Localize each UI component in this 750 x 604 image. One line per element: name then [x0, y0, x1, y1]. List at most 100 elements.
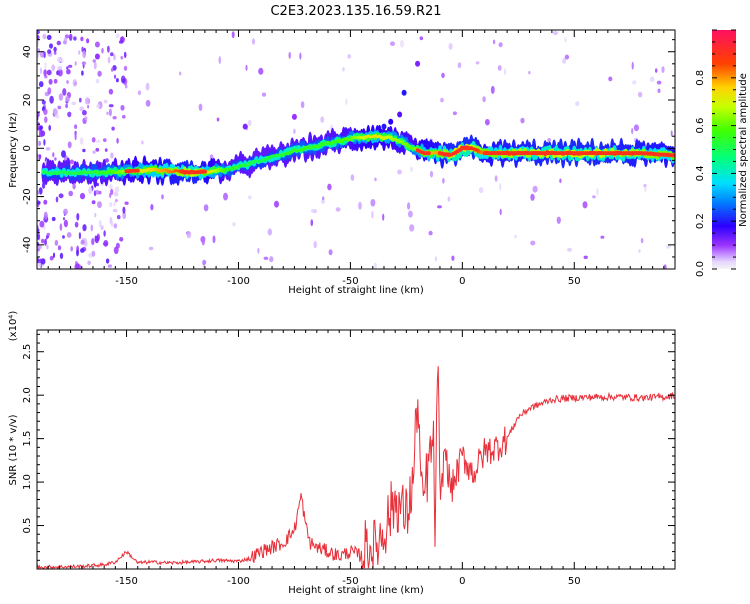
noise-speck	[43, 69, 47, 77]
noise-speck	[59, 252, 64, 259]
noise-speck	[137, 90, 141, 96]
noise-speck	[401, 89, 407, 96]
ridge-cell	[404, 142, 409, 146]
noise-speck	[440, 97, 444, 103]
noise-speck	[665, 244, 671, 249]
noise-speck	[97, 70, 102, 77]
noise-speck	[79, 106, 84, 112]
noise-speck	[95, 147, 100, 152]
noise-speck	[40, 67, 42, 75]
noise-speck	[87, 260, 91, 265]
noise-speck	[93, 190, 97, 197]
noise-speck	[79, 97, 82, 103]
spectrogram-x-tick-label: -50	[342, 276, 358, 287]
noise-speck	[112, 208, 118, 213]
noise-speck	[320, 116, 325, 123]
noise-speck	[202, 259, 207, 266]
noise-speck	[261, 92, 267, 97]
noise-speck	[95, 78, 100, 84]
noise-speck	[76, 249, 79, 257]
noise-speck	[335, 207, 341, 212]
noise-speck	[494, 175, 498, 182]
noise-speck	[442, 177, 445, 184]
noise-speck	[562, 58, 566, 64]
noise-speck	[400, 39, 404, 48]
noise-speck	[251, 38, 256, 45]
spectrogram-y-tick-label: -20	[22, 188, 33, 204]
noise-speck	[68, 190, 73, 197]
colorbar-tick-label: 0.2	[695, 213, 706, 229]
noise-speck	[104, 158, 109, 163]
noise-speck	[91, 137, 96, 143]
noise-speck	[90, 224, 94, 232]
spectrogram-ridge	[41, 124, 675, 188]
noise-speck	[81, 70, 84, 76]
noise-speck	[85, 97, 90, 105]
noise-speck	[656, 80, 662, 85]
ridge-core	[202, 169, 207, 174]
noise-speck	[655, 68, 658, 73]
noise-speck	[91, 250, 96, 257]
noise-speck	[567, 247, 572, 252]
noise-speck	[113, 54, 116, 61]
noise-speck	[110, 52, 114, 57]
noise-speck	[150, 204, 154, 211]
noise-speck	[67, 141, 72, 149]
noise-speck	[258, 67, 264, 75]
noise-speck	[107, 264, 112, 268]
spectrogram-noise	[37, 30, 673, 269]
noise-speck	[293, 128, 296, 134]
noise-speck	[428, 230, 433, 236]
colorbar-axis: 0.0 0.2 0.4 0.6 0.8	[695, 29, 736, 277]
noise-speck	[274, 200, 279, 208]
noise-speck	[82, 224, 87, 232]
noise-speck	[91, 200, 96, 205]
noise-speck	[582, 201, 588, 209]
noise-speck	[107, 56, 111, 64]
noise-speck	[52, 152, 55, 158]
noise-speck	[145, 82, 150, 91]
noise-speck	[43, 139, 46, 146]
noise-speck	[120, 104, 125, 111]
noise-speck	[269, 256, 274, 263]
noise-speck	[103, 230, 106, 237]
noise-speck	[116, 215, 121, 220]
noise-speck	[39, 220, 45, 228]
snr-y-label: SNR (10 * v/v)	[8, 414, 19, 485]
noise-speck	[43, 51, 46, 59]
noise-speck	[65, 96, 70, 103]
noise-speck	[448, 43, 453, 50]
noise-speck	[313, 240, 317, 249]
colorbar-tick-label: 0.0	[695, 261, 706, 277]
noise-speck	[94, 235, 97, 242]
noise-speck	[107, 45, 110, 53]
noise-speck	[122, 78, 126, 83]
figure-title: C2E3.2023.135.16.59.R21	[270, 4, 441, 19]
noise-speck	[124, 84, 128, 89]
noise-speck	[388, 118, 394, 125]
snr-y-tick-label: 1.0	[22, 474, 33, 490]
spectrogram-x-tick-label: -150	[115, 276, 138, 287]
noise-speck	[53, 46, 57, 53]
noise-speck	[62, 235, 65, 239]
noise-speck	[397, 169, 402, 175]
noise-speck	[497, 65, 502, 71]
noise-speck	[88, 186, 93, 194]
noise-speck	[358, 201, 362, 210]
noise-speck	[65, 103, 68, 109]
noise-speck	[37, 121, 40, 129]
noise-speck	[257, 247, 260, 254]
noise-speck	[478, 187, 484, 194]
noise-speck	[119, 237, 124, 242]
noise-speck	[350, 174, 355, 181]
noise-speck	[37, 250, 40, 256]
noise-speck	[559, 178, 562, 184]
noise-speck	[106, 111, 109, 116]
noise-speck	[38, 81, 44, 88]
noise-speck	[82, 50, 87, 59]
ridge-core	[135, 168, 140, 173]
noise-speck	[457, 62, 462, 69]
noise-speck	[110, 152, 114, 159]
noise-speck	[232, 222, 236, 227]
